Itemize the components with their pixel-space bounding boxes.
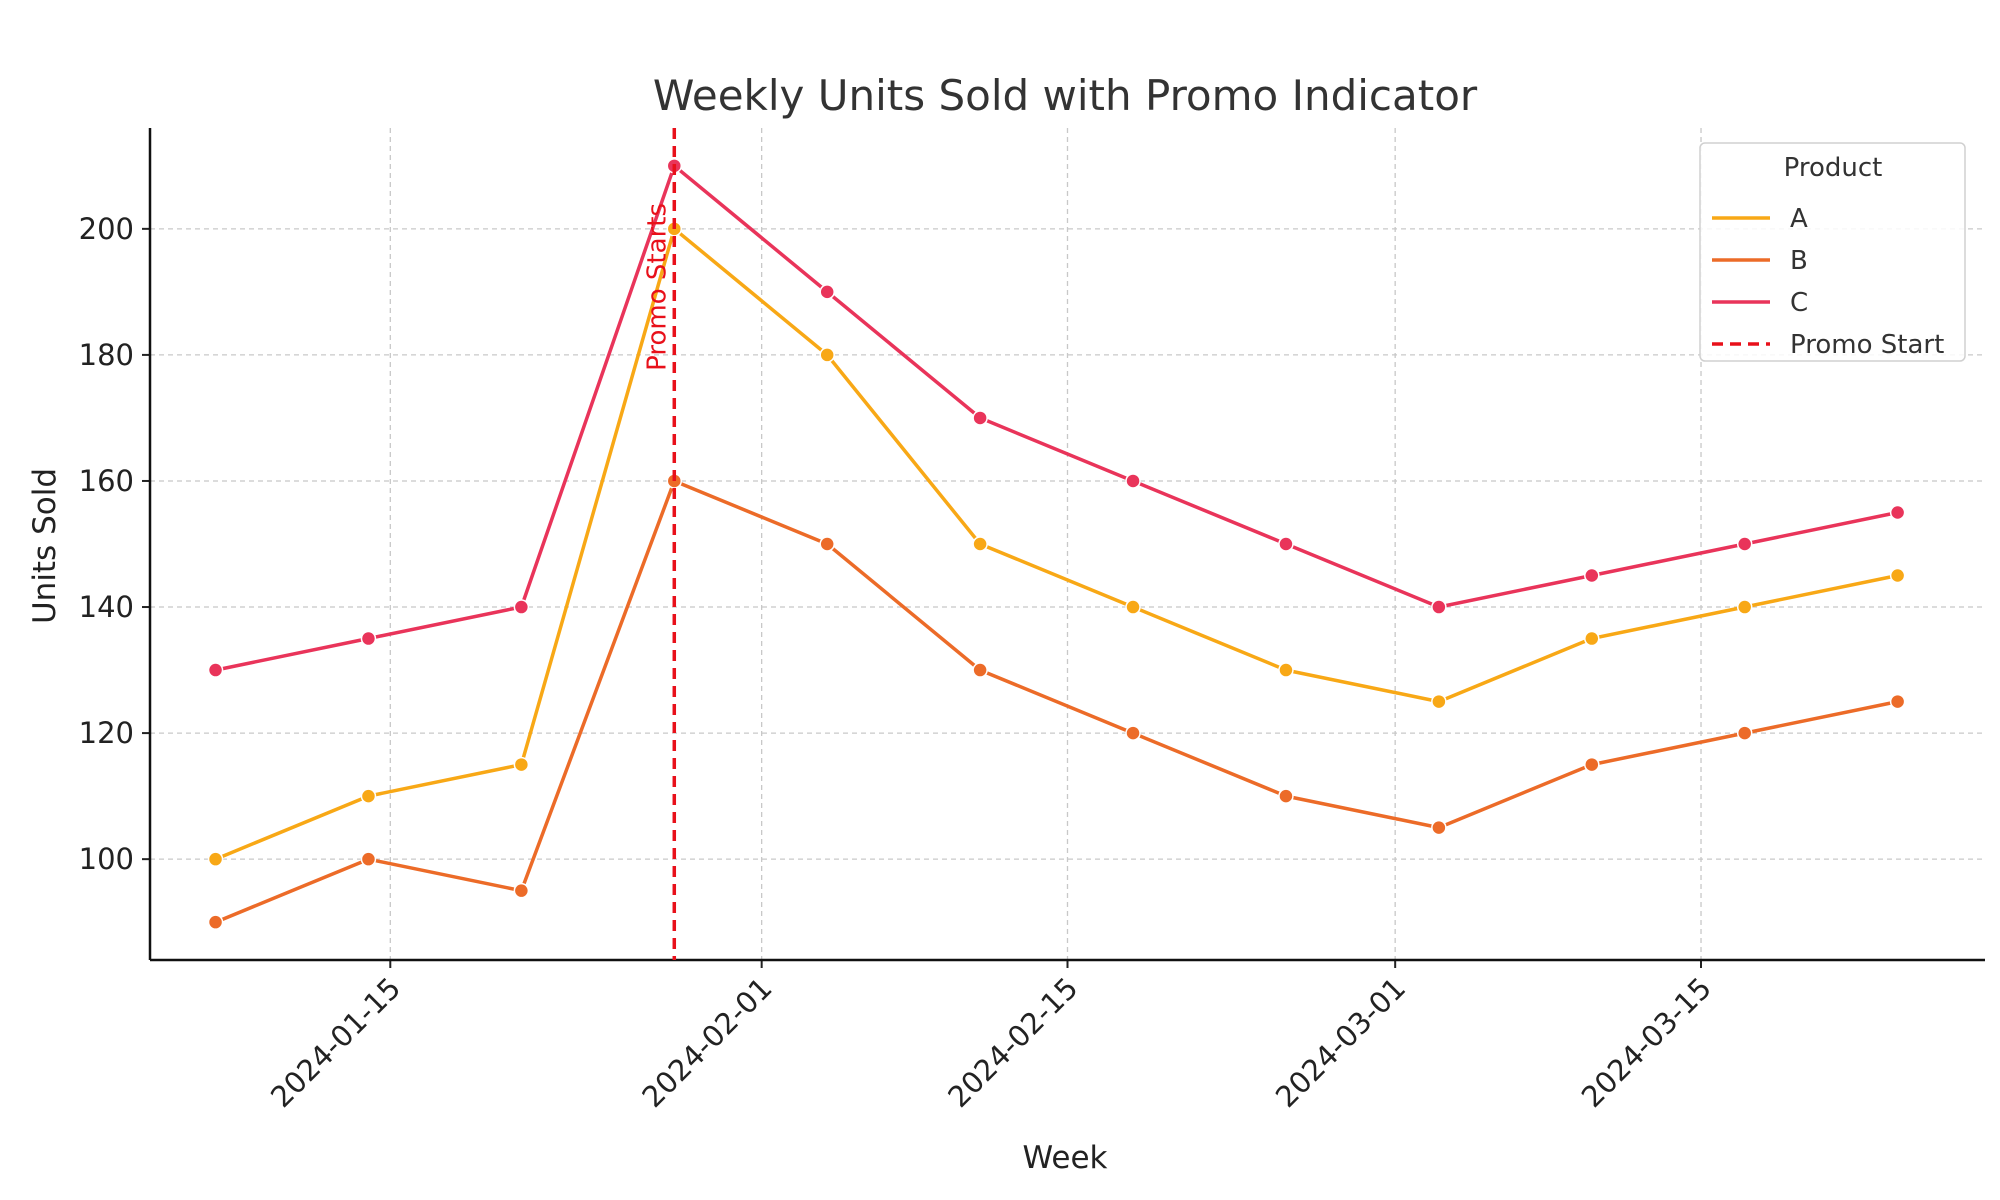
x-tick-label: 2024-03-01 xyxy=(1269,971,1412,1114)
legend: Product ABC Promo Start xyxy=(1699,142,1966,362)
data-point-a xyxy=(1125,599,1141,615)
data-point-a xyxy=(1889,567,1906,584)
series-line-c xyxy=(215,164,1898,672)
data-point-b xyxy=(1125,725,1141,741)
legend-label: A xyxy=(1790,204,1808,234)
promo-annotation: Promo Starts xyxy=(642,203,672,371)
y-tick-label: 100 xyxy=(79,842,134,876)
data-point-a xyxy=(360,788,377,804)
y-tick-label: 120 xyxy=(79,716,134,750)
y-tick-label: 140 xyxy=(79,590,134,624)
x-tick-label: 2024-03-15 xyxy=(1575,971,1718,1114)
data-point-a xyxy=(207,851,224,867)
data-point-c xyxy=(819,284,835,300)
data-point-c xyxy=(1736,536,1753,552)
data-point-a xyxy=(1431,693,1447,710)
data-point-c xyxy=(360,630,377,647)
data-point-b xyxy=(207,914,224,930)
series-layer xyxy=(207,158,1906,930)
x-tick-label: 2024-01-15 xyxy=(264,971,407,1114)
y-axis-label: Units Sold xyxy=(27,468,63,624)
data-point-a xyxy=(972,536,988,552)
legend-box xyxy=(1699,142,1966,362)
data-point-b xyxy=(1278,788,1294,804)
data-point-b xyxy=(1889,693,1906,710)
data-point-c xyxy=(1431,599,1447,615)
series-line-b xyxy=(214,479,1898,924)
data-point-c xyxy=(1584,567,1600,584)
legend-title: Product xyxy=(1784,153,1883,183)
series-line-a xyxy=(214,227,1898,861)
data-point-b xyxy=(1584,756,1600,773)
data-point-a xyxy=(1584,630,1600,647)
data-point-b xyxy=(819,536,835,552)
data-point-c xyxy=(1889,504,1906,521)
legend-label: C xyxy=(1790,288,1808,318)
promo-layer: Promo Starts xyxy=(642,128,677,960)
data-point-b xyxy=(513,882,530,899)
data-point-c xyxy=(1125,473,1141,489)
chart-title: Weekly Units Sold with Promo Indicator xyxy=(653,71,1478,120)
data-point-a xyxy=(1736,599,1753,615)
data-point-c xyxy=(1278,536,1294,552)
data-point-c xyxy=(513,599,530,615)
y-tick-label: 200 xyxy=(79,212,134,246)
axes: 100 120 140 160 180 200 2024-01-15 2024-02-01 20… xyxy=(79,128,1985,1114)
data-point-b xyxy=(1431,819,1447,836)
data-point-b xyxy=(360,851,377,867)
data-point-a xyxy=(1278,662,1294,678)
legend-label: Promo Start xyxy=(1790,330,1944,360)
y-tick-label: 180 xyxy=(79,338,134,372)
x-axis-label: Week xyxy=(1023,1140,1108,1176)
data-point-c xyxy=(972,410,988,426)
x-tick-label: 2024-02-01 xyxy=(635,971,778,1114)
x-tick-label: 2024-02-15 xyxy=(941,971,1084,1114)
data-point-a xyxy=(513,756,530,773)
legend-label: B xyxy=(1790,246,1808,276)
data-point-c xyxy=(207,662,224,678)
y-tick-label: 160 xyxy=(79,464,134,498)
data-point-b xyxy=(972,662,988,678)
data-point-a xyxy=(819,347,835,363)
data-point-b xyxy=(1736,725,1753,741)
